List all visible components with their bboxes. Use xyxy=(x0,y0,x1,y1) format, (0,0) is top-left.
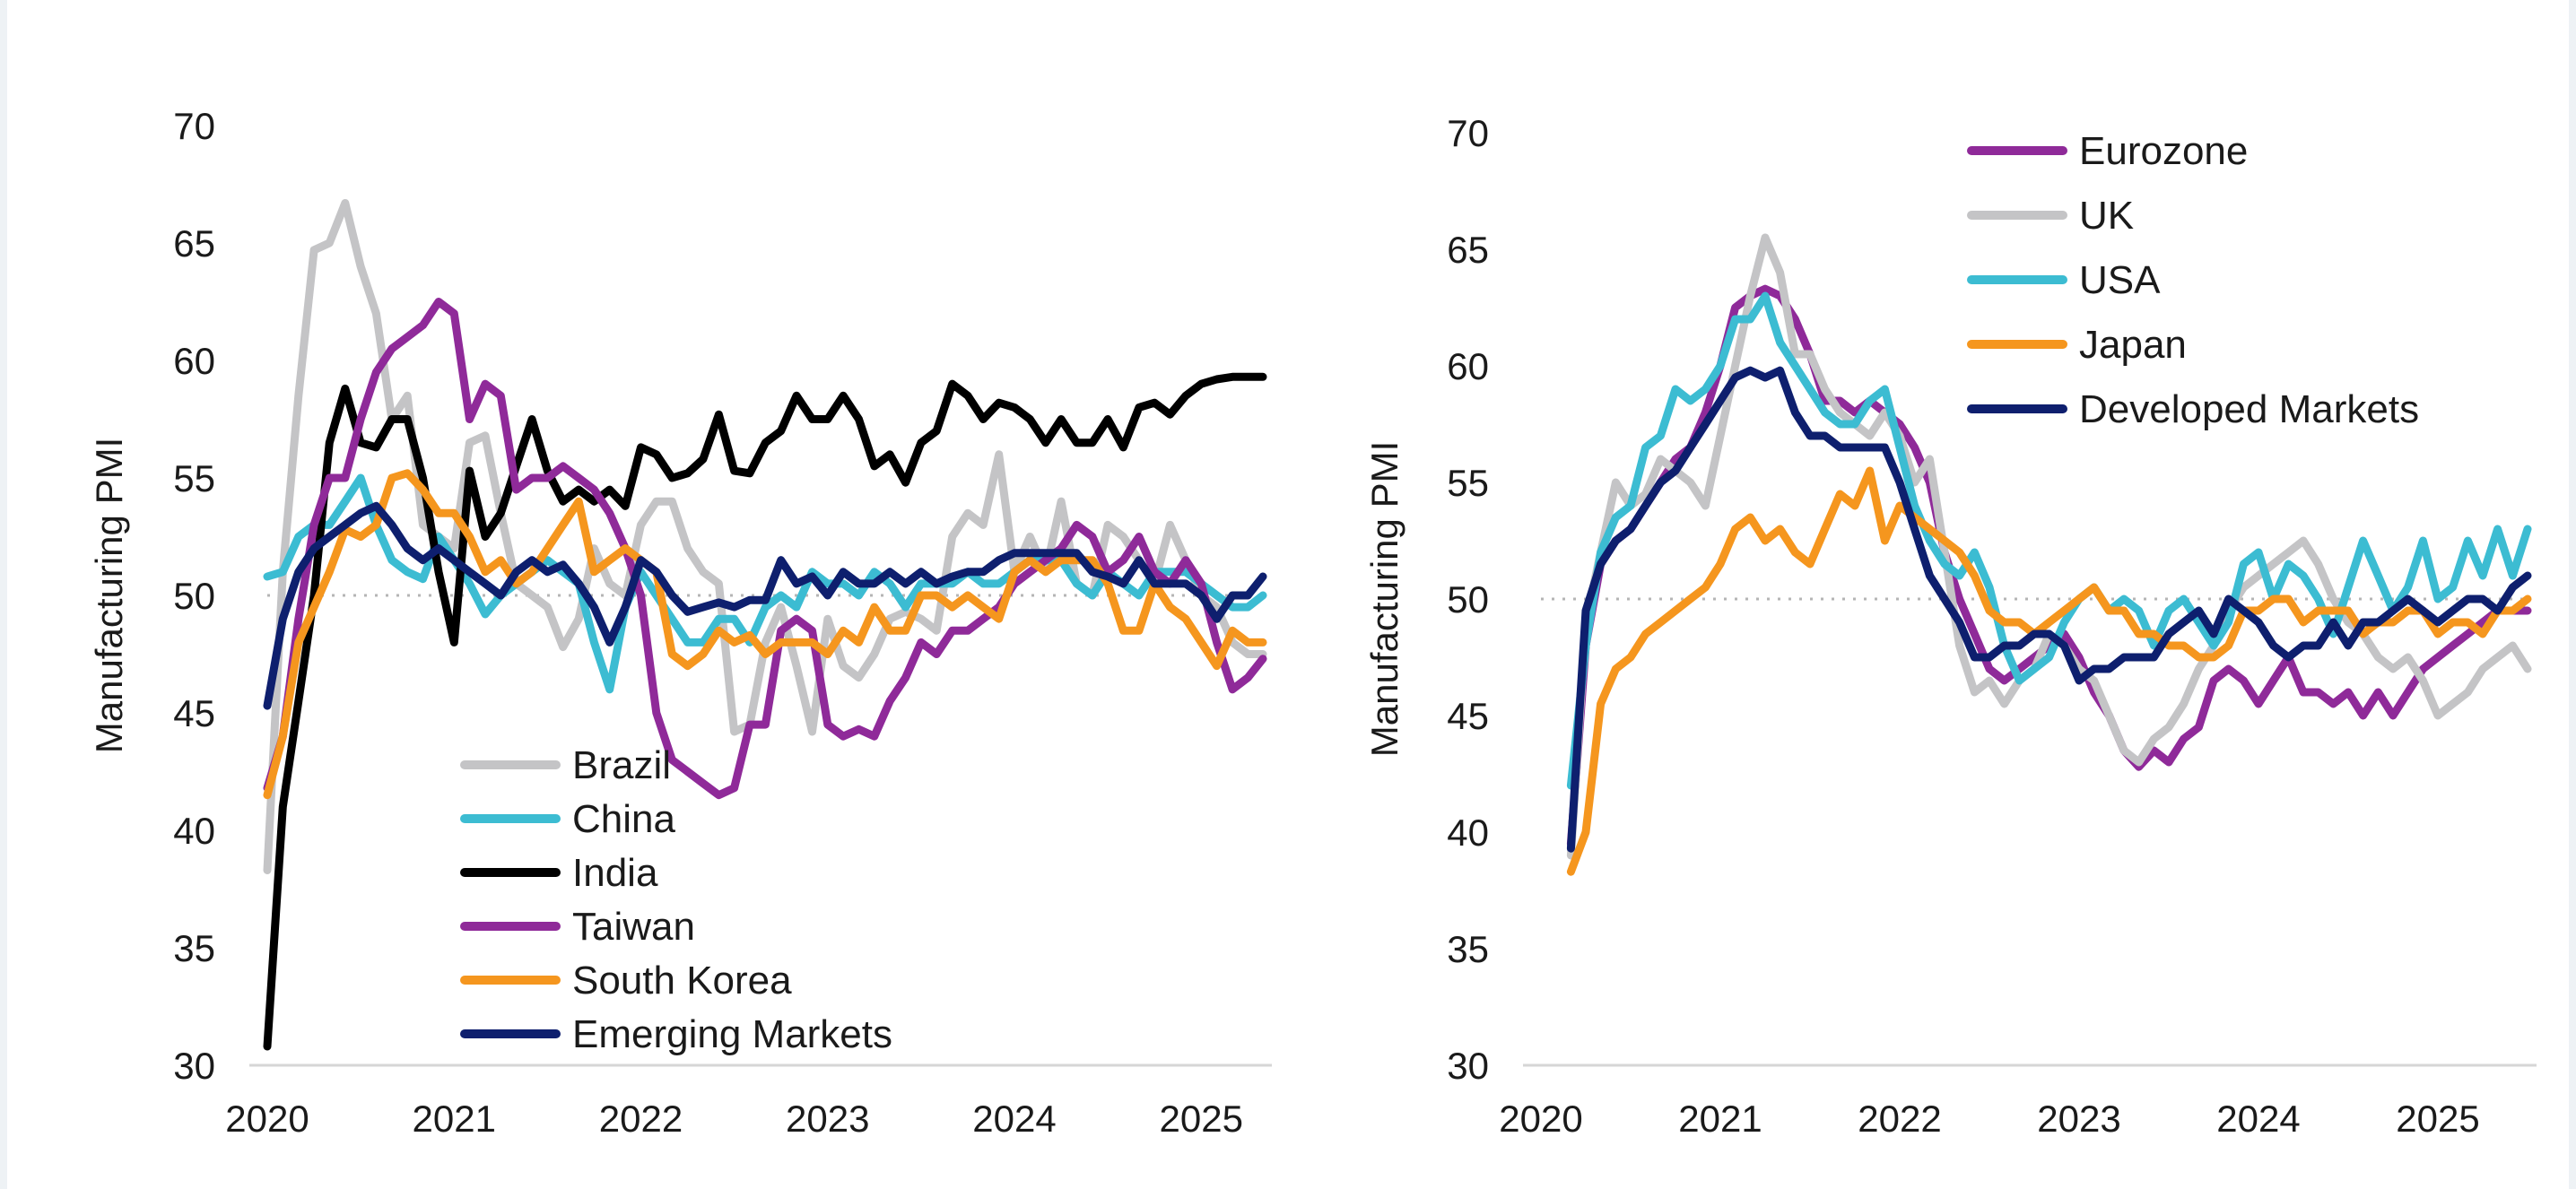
series-line-uk xyxy=(1566,233,2532,860)
y-tick-label: 60 xyxy=(173,340,215,382)
series-line-brazil xyxy=(263,199,1267,874)
x-tick-label: 2020 xyxy=(1499,1098,1582,1140)
y-tick-label: 50 xyxy=(173,575,215,617)
y-tick-label: 45 xyxy=(1447,695,1489,737)
legend-label-usa: USA xyxy=(2079,258,2161,302)
right-edge-strip xyxy=(2569,0,2576,1189)
legend-label-india: India xyxy=(572,851,658,895)
y-tick-label: 60 xyxy=(1447,345,1489,387)
series-line-emerging-markets xyxy=(263,501,1267,710)
x-tick-label: 2022 xyxy=(1858,1098,1941,1140)
legend-label-developed-markets: Developed Markets xyxy=(2079,387,2419,431)
legend-label-uk: UK xyxy=(2079,194,2134,238)
y-tick-label: 35 xyxy=(173,927,215,969)
series-line-south-korea xyxy=(263,469,1267,800)
legend-label-emerging-markets: Emerging Markets xyxy=(572,1012,892,1056)
series-line-japan xyxy=(1566,466,2532,876)
series-line-taiwan xyxy=(263,298,1267,800)
legend-label-taiwan: Taiwan xyxy=(572,905,695,949)
y-tick-label: 70 xyxy=(1447,112,1489,154)
emerging-markets-panel: 30 35 40 45 50 55 60 65 70 2020 2021 2022 2023 2024 20… xyxy=(88,105,1272,1140)
legend-label-south-korea: South Korea xyxy=(572,959,792,1002)
y-tick-label: 30 xyxy=(1447,1045,1489,1087)
legend-label-china: China xyxy=(572,797,675,841)
x-tick-label: 2023 xyxy=(786,1098,869,1140)
x-tick-label: 2024 xyxy=(2216,1098,2300,1140)
y-tick-label: 65 xyxy=(1447,229,1489,271)
y-tick-label: 55 xyxy=(173,457,215,499)
series-line-usa xyxy=(1566,291,2532,790)
series-line-developed-markets xyxy=(1566,366,2532,853)
y-axis-title: Manufacturing PMI xyxy=(1363,441,1405,758)
y-tick-label: 50 xyxy=(1447,578,1489,621)
y-tick-label: 40 xyxy=(173,810,215,852)
y-tick-label: 45 xyxy=(173,692,215,734)
legend-label-brazil: Brazil xyxy=(572,743,671,787)
x-tick-label: 2025 xyxy=(2396,1098,2479,1140)
developed-markets-panel: 30 35 40 45 50 55 60 65 70 2020 2021 2022 2023 2024 20… xyxy=(1363,112,2537,1140)
x-tick-label: 2020 xyxy=(225,1098,309,1140)
x-tick-label: 2024 xyxy=(972,1098,1056,1140)
legend-label-eurozone: Eurozone xyxy=(2079,129,2248,173)
y-tick-label: 65 xyxy=(173,222,215,265)
y-tick-label: 35 xyxy=(1447,928,1489,970)
x-tick-label: 2021 xyxy=(413,1098,496,1140)
x-tick-label: 2023 xyxy=(2037,1098,2120,1140)
series-line-india xyxy=(263,372,1267,1051)
legend-label-japan: Japan xyxy=(2079,323,2187,367)
y-tick-label: 30 xyxy=(173,1045,215,1087)
y-tick-label: 40 xyxy=(1447,811,1489,854)
x-tick-label: 2022 xyxy=(599,1098,683,1140)
x-tick-label: 2021 xyxy=(1678,1098,1762,1140)
y-axis-title: Manufacturing PMI xyxy=(88,438,130,754)
y-tick-label: 70 xyxy=(173,105,215,147)
y-tick-label: 55 xyxy=(1447,462,1489,504)
x-tick-label: 2025 xyxy=(1160,1098,1243,1140)
left-edge-strip xyxy=(0,0,7,1189)
